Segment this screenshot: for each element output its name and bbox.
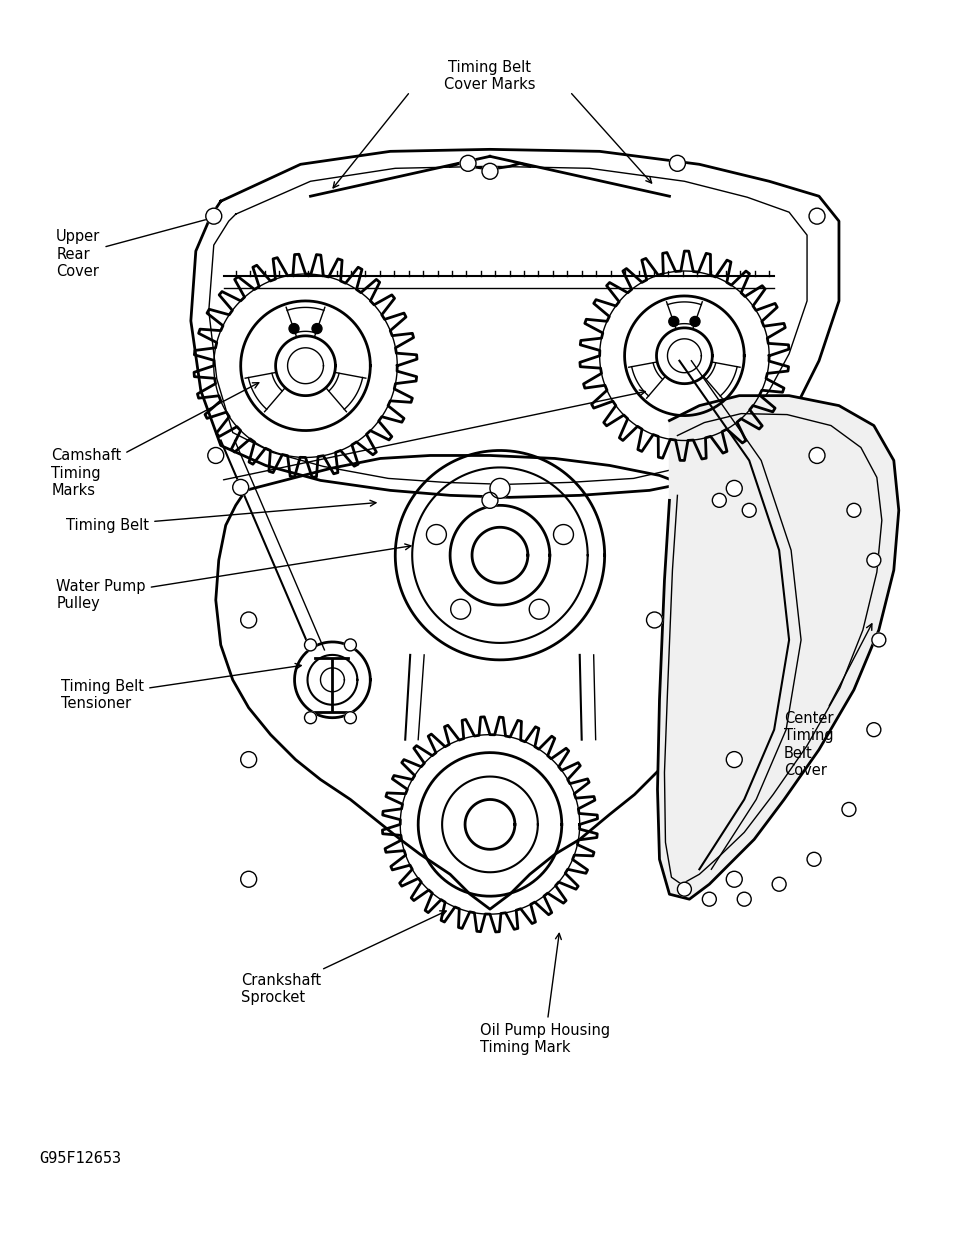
Circle shape [240, 871, 257, 887]
Text: Water Pump
Pulley: Water Pump Pulley [57, 544, 411, 612]
Circle shape [690, 316, 700, 326]
Circle shape [240, 612, 257, 628]
Circle shape [451, 599, 471, 619]
Circle shape [807, 853, 821, 866]
Circle shape [312, 324, 322, 334]
Circle shape [647, 612, 662, 628]
Polygon shape [191, 150, 839, 497]
Text: Timing Belt: Timing Belt [66, 501, 376, 533]
Circle shape [867, 554, 881, 567]
Circle shape [809, 208, 825, 224]
Circle shape [727, 751, 742, 768]
Polygon shape [216, 456, 744, 910]
Circle shape [737, 892, 752, 906]
Circle shape [727, 871, 742, 887]
Circle shape [427, 524, 446, 545]
Circle shape [669, 316, 678, 326]
Text: Timing Belt
Cover Marks: Timing Belt Cover Marks [444, 59, 535, 91]
Circle shape [842, 802, 856, 817]
Circle shape [809, 447, 825, 464]
Text: G95F12653: G95F12653 [39, 1152, 121, 1167]
Circle shape [460, 156, 476, 172]
Text: Camshaft
Timing
Marks: Camshaft Timing Marks [51, 383, 259, 498]
Circle shape [344, 712, 357, 724]
Circle shape [872, 633, 886, 646]
Circle shape [554, 524, 574, 545]
Circle shape [305, 712, 316, 724]
Circle shape [482, 163, 498, 179]
Text: Timing Belt
Tensioner: Timing Belt Tensioner [62, 664, 301, 711]
Circle shape [727, 481, 742, 497]
Text: Crankshaft
Sprocket: Crankshaft Sprocket [240, 911, 446, 1005]
Circle shape [206, 208, 222, 224]
Circle shape [712, 493, 727, 507]
Circle shape [670, 156, 685, 172]
Circle shape [482, 492, 498, 508]
Circle shape [702, 892, 716, 906]
Circle shape [530, 599, 549, 619]
Circle shape [867, 723, 881, 737]
Text: Oil Pump Housing
Timing Mark: Oil Pump Housing Timing Mark [480, 933, 610, 1056]
Text: Upper
Rear
Cover: Upper Rear Cover [57, 216, 214, 279]
Circle shape [772, 878, 786, 891]
Polygon shape [657, 396, 899, 899]
Circle shape [847, 503, 861, 518]
Circle shape [305, 639, 316, 651]
Circle shape [344, 639, 357, 651]
Circle shape [289, 324, 299, 334]
Circle shape [240, 751, 257, 768]
Circle shape [678, 883, 691, 896]
Circle shape [233, 480, 249, 496]
Text: Center
Timing
Belt
Cover: Center Timing Belt Cover [784, 624, 872, 779]
Circle shape [490, 478, 510, 498]
Circle shape [208, 447, 224, 464]
Circle shape [742, 503, 756, 518]
